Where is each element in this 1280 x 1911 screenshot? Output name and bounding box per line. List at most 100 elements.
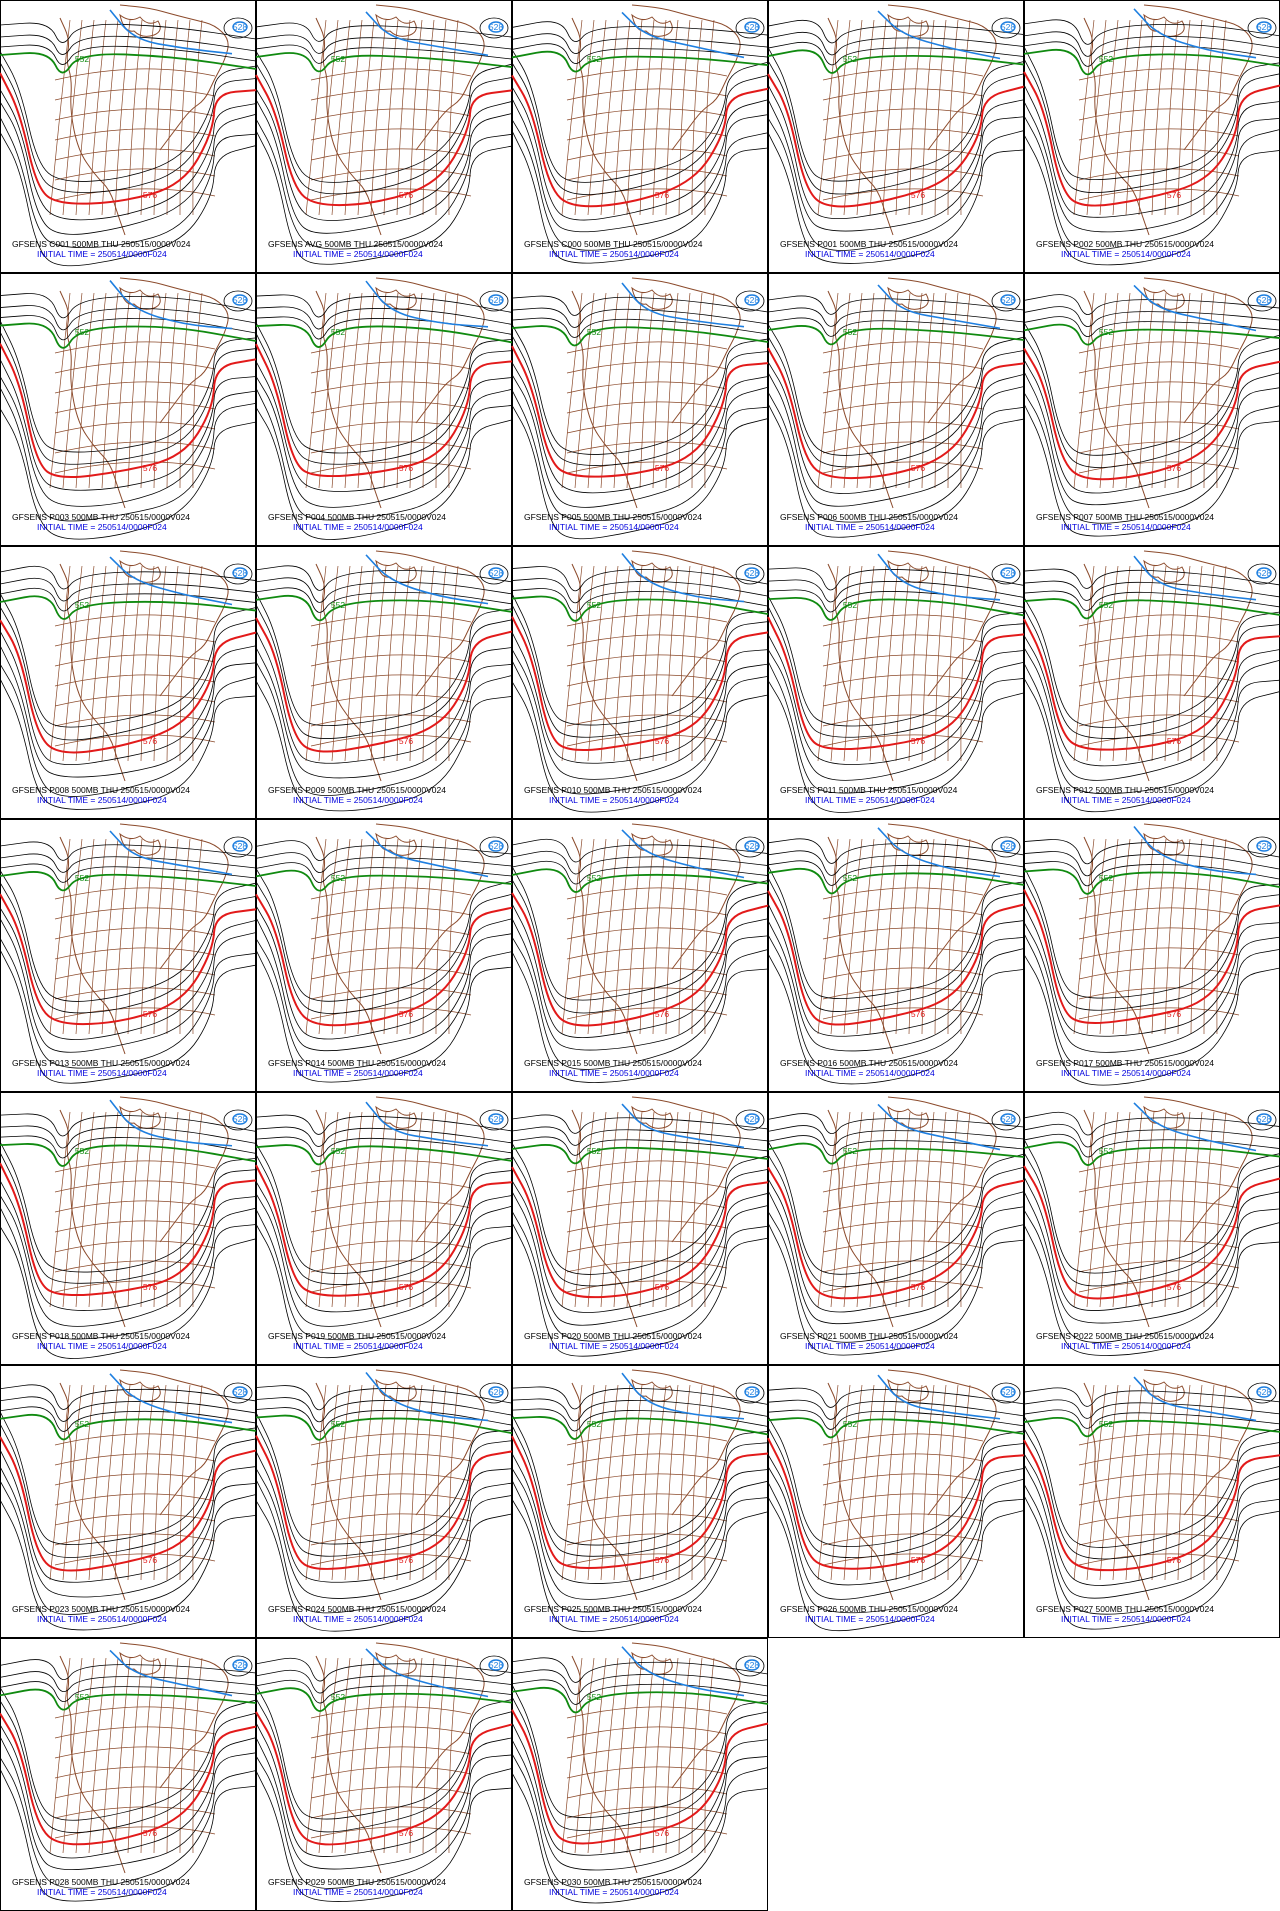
parallel: [54, 887, 216, 900]
panel-init-time: INITIAL TIME = 250514/0000F024: [805, 1614, 935, 1624]
coastline: [119, 550, 229, 697]
contour-label: 576: [1167, 1555, 1181, 1565]
map-panel: 528 552 576 GFSENS P023 500MB THU 250515/00…: [0, 1365, 257, 1638]
meridian: [1190, 1384, 1203, 1581]
contour: [255, 1208, 513, 1341]
meridian: [1164, 1111, 1179, 1308]
coastline: [1083, 563, 1150, 782]
panel-init-time: INITIAL TIME = 250514/0000F024: [805, 1341, 935, 1351]
map-panel: 528 552 576 GFSENS P008 500MB THU 250515/00…: [0, 546, 257, 819]
contour: [255, 333, 513, 465]
contour: [767, 403, 1025, 538]
contour: [255, 1669, 513, 1694]
coastline: [827, 1109, 894, 1328]
contour: [511, 1414, 769, 1546]
contour: [767, 634, 1025, 765]
parallel: [566, 927, 728, 940]
contour: [1023, 905, 1280, 1037]
contour-label: 576: [1167, 1282, 1181, 1292]
parallel: [566, 1453, 728, 1466]
contour: [1023, 359, 1280, 494]
contour-528: [488, 1659, 504, 1671]
contour: [511, 660, 769, 795]
parallel: [1078, 1280, 1240, 1293]
contour: [511, 566, 769, 592]
meridian: [817, 565, 839, 762]
meridian: [561, 838, 583, 1035]
meridian: [153, 1111, 167, 1308]
meridian: [88, 1384, 107, 1581]
contour: [991, 836, 1021, 858]
meridian: [704, 1657, 715, 1854]
parallel: [1078, 967, 1240, 980]
meridian: [101, 1657, 119, 1854]
coastline: [315, 1382, 382, 1601]
parallel: [566, 1746, 728, 1759]
contour-552: [0, 1688, 257, 1711]
contour: [767, 1454, 1025, 1586]
parallel: [822, 381, 984, 394]
contour: [511, 1398, 769, 1422]
meridian: [153, 19, 167, 216]
meridian: [856, 838, 875, 1035]
coastline: [571, 17, 638, 236]
contour-label: 576: [143, 1282, 157, 1292]
parallel: [54, 1200, 216, 1213]
contour: [511, 1191, 769, 1326]
contour: [223, 563, 253, 585]
parallel: [566, 1766, 728, 1779]
coastline: [59, 563, 126, 782]
panel-init-time: INITIAL TIME = 250514/0000F024: [37, 1341, 167, 1351]
contour: [767, 60, 1025, 195]
contour: [255, 44, 513, 64]
contour: [0, 1499, 257, 1631]
parallel: [822, 734, 984, 747]
contour-label: 528: [745, 568, 759, 578]
contour-528: [1000, 1386, 1016, 1398]
panel-init-time: INITIAL TIME = 250514/0000F024: [805, 795, 935, 805]
meridian: [318, 1384, 339, 1581]
meridian: [166, 1384, 179, 1581]
contour-528: [232, 567, 248, 579]
contour: [1023, 1399, 1280, 1419]
meridian: [448, 1111, 459, 1308]
contour: [767, 1141, 1025, 1275]
contour-552: [511, 1144, 769, 1165]
contour: [255, 407, 513, 540]
meridian: [153, 838, 167, 1035]
contour: [511, 119, 769, 251]
contour-label: 552: [843, 600, 857, 610]
contour-label: 576: [655, 1009, 669, 1019]
contour: [991, 1382, 1021, 1404]
coastline: [1083, 836, 1150, 1055]
contour: [511, 936, 769, 1070]
parallel: [54, 1160, 216, 1173]
contour: [511, 1684, 769, 1818]
meridian: [856, 565, 875, 762]
contour: [1023, 41, 1280, 67]
contour-552: [511, 595, 769, 622]
panel-title: GFSENS P018 500MB THU 250515/0000V024: [12, 1331, 190, 1341]
contour-label: 528: [489, 295, 503, 305]
contour: [1023, 677, 1280, 813]
contour-528: [877, 284, 1001, 330]
parallel: [1078, 1180, 1240, 1193]
contour: [0, 408, 257, 540]
map-panel: 528 552 576 GFSENS P001 500MB THU 250515/00…: [767, 0, 1025, 273]
contour-label: 576: [399, 736, 413, 746]
meridian: [908, 19, 923, 216]
panel-title: GFSENS P029 500MB THU 250515/0000V024: [268, 1877, 446, 1887]
parallel: [822, 1007, 984, 1020]
contour: [511, 951, 769, 1083]
map-panel: 528 552 576 GFSENS P020 500MB THU 250515/00…: [511, 1092, 769, 1365]
contour: [767, 589, 1025, 613]
contour-528: [1256, 1113, 1272, 1125]
contour-576: [255, 343, 513, 478]
contour: [0, 358, 257, 491]
parallel: [822, 108, 984, 121]
contour: [0, 593, 257, 728]
meridian: [856, 1111, 875, 1308]
parallel: [54, 734, 216, 747]
coastline: [375, 1642, 485, 1789]
parallel: [1078, 1160, 1240, 1173]
